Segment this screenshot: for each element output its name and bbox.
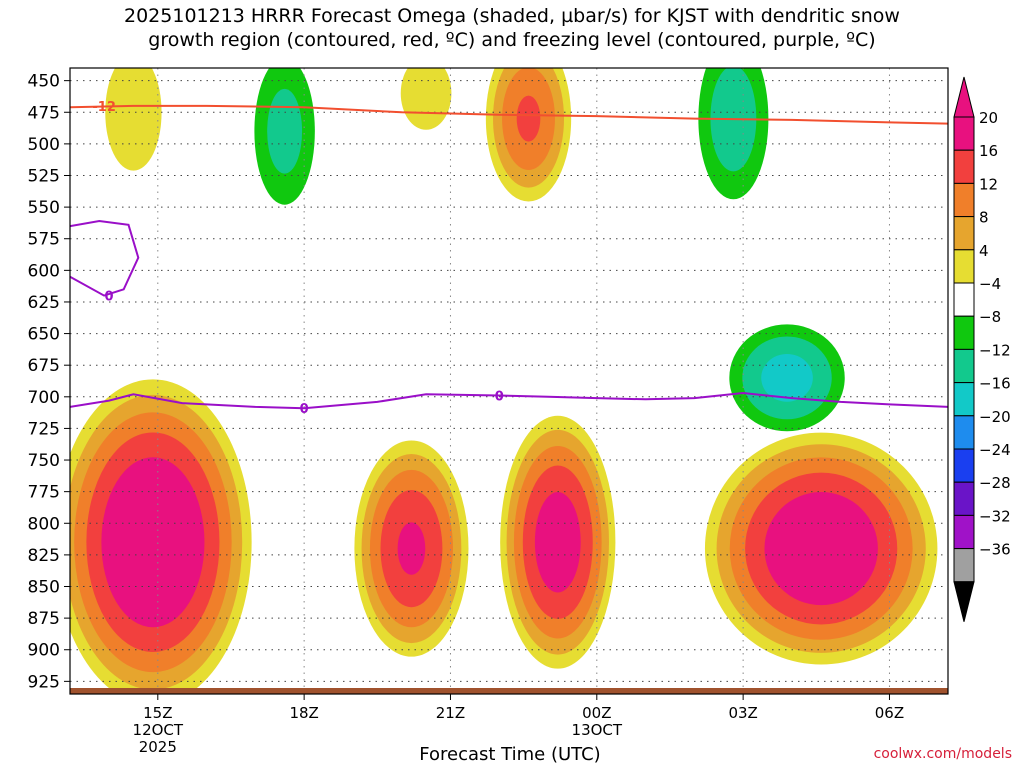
x-axis-title: Forecast Time (UTC) xyxy=(419,744,601,765)
colorbar-bottom-arrow xyxy=(953,581,975,622)
y-tick-label: 900 xyxy=(28,641,60,661)
y-tick-label: 875 xyxy=(28,609,60,629)
y-tick-label: 925 xyxy=(28,672,60,692)
colorbar-bin xyxy=(953,182,975,218)
colorbar-bin xyxy=(953,448,975,483)
y-tick-label: 775 xyxy=(28,483,60,503)
y-tick-label: 675 xyxy=(28,356,60,376)
x-tick-label: 18Z xyxy=(289,704,318,722)
chart-title-line1: 2025101213 HRRR Forecast Omega (shaded, … xyxy=(124,5,900,27)
colorbar-top-arrow xyxy=(953,76,975,118)
omega-feature-updraft xyxy=(704,432,938,665)
x-tick-label: 00Z xyxy=(582,704,611,722)
omega-contour-4 xyxy=(400,68,452,130)
y-tick-label: 600 xyxy=(28,261,60,281)
colorbar-bin xyxy=(953,216,975,251)
y-tick-label: 850 xyxy=(28,578,60,598)
credit-text: coolwx.com/models xyxy=(873,746,1012,762)
omega-contour-20 xyxy=(534,492,581,593)
omega-contour-20 xyxy=(101,457,205,628)
y-tick-label: 625 xyxy=(28,293,60,313)
omega-feature-downdraft xyxy=(254,68,315,205)
colorbar-bin xyxy=(953,382,975,417)
colorbar-bin xyxy=(953,348,975,384)
omega-feature-updraft xyxy=(400,68,452,130)
colorbar-label: −4 xyxy=(979,275,1001,293)
contour-freezing-level-0c xyxy=(70,391,948,410)
colorbar: 20 16 12 8 4 −4 −8 −12 −16 −20 −24 −28 −32 −36 xyxy=(953,76,1011,622)
colorbar-label: −28 xyxy=(979,474,1011,492)
y-tick-label: 650 xyxy=(28,325,60,345)
colorbar-bin xyxy=(953,481,975,516)
chart-title: 2025101213 HRRR Forecast Omega (shaded, … xyxy=(0,4,1024,52)
plot-frame xyxy=(69,67,949,695)
contour-label: 0 xyxy=(300,402,309,417)
colorbar-label: −32 xyxy=(979,507,1011,525)
x-tick-sublabel: 12OCT xyxy=(133,721,184,739)
y-tick-label: 450 xyxy=(28,72,60,92)
colorbar-bin xyxy=(953,116,975,151)
omega-contour-20 xyxy=(397,522,426,575)
colorbar-bin xyxy=(953,315,975,350)
omega-feature-updraft xyxy=(485,68,572,202)
omega-contour-neg12 xyxy=(761,353,813,402)
y-tick-label: 750 xyxy=(28,451,60,471)
colorbar-label: 16 xyxy=(979,142,998,160)
y-tick-label: 500 xyxy=(28,135,60,155)
x-tick-label: 03Z xyxy=(728,704,757,722)
colorbar-label: −36 xyxy=(979,541,1011,559)
colorbar-bin xyxy=(953,282,975,317)
colorbar-label: −24 xyxy=(979,441,1011,459)
ground-strip xyxy=(70,688,948,694)
y-tick-label: 575 xyxy=(28,230,60,250)
chart-title-line2: growth region (contoured, red, ºC) and f… xyxy=(148,29,876,51)
omega-contour-16 xyxy=(516,95,541,142)
omega-feature-downdraft xyxy=(729,324,845,432)
contour-dendritic-growth-12c xyxy=(70,104,948,125)
colorbar-label: −8 xyxy=(979,308,1001,326)
colorbar-bin xyxy=(953,415,975,450)
y-tick-label: 475 xyxy=(28,103,60,123)
colorbar-bin xyxy=(953,249,975,284)
omega-shading xyxy=(70,68,938,694)
colorbar-label: 12 xyxy=(979,175,998,193)
x-tick-sublabel: 13OCT xyxy=(572,721,623,739)
colorbar-label: 8 xyxy=(979,209,989,227)
y-tick-label: 700 xyxy=(28,388,60,408)
contour-label: 0 xyxy=(104,290,113,305)
omega-contour-20 xyxy=(764,492,878,606)
colorbar-label: −12 xyxy=(979,341,1011,359)
colorbar-bin xyxy=(953,149,975,184)
colorbar-label: −20 xyxy=(979,408,1011,426)
contour-label: 0 xyxy=(495,390,504,405)
contour-label: -12 xyxy=(92,100,116,115)
y-tick-label: 800 xyxy=(28,514,60,534)
colorbar-label: 4 xyxy=(979,242,989,260)
omega-contour-neg8 xyxy=(267,88,303,174)
colorbar-bin xyxy=(953,514,975,550)
contour-freezing-level-0c-upper xyxy=(70,219,140,297)
omega-feature-updraft xyxy=(500,415,616,669)
omega-feature-updraft xyxy=(70,379,252,694)
omega-contour-4 xyxy=(105,68,162,171)
y-tick-label: 525 xyxy=(28,166,60,186)
gridlines xyxy=(70,68,948,694)
x-tick-label: 21Z xyxy=(436,704,465,722)
y-axis: 450 475 500 525 550 575 600 625 650 675 700 725 750 7… xyxy=(28,72,70,692)
y-tick-label: 825 xyxy=(28,546,60,566)
x-tick-sublabel: 2025 xyxy=(139,738,177,756)
omega-feature-updraft xyxy=(354,440,469,657)
x-tick-label: 06Z xyxy=(875,704,904,722)
colorbar-label: 20 xyxy=(979,109,998,127)
omega-feature-updraft xyxy=(105,68,162,171)
y-tick-label: 725 xyxy=(28,419,60,439)
contour-lines: -12 0 0 0 xyxy=(70,100,948,417)
x-tick-label: 15Z xyxy=(143,704,172,722)
colorbar-bin xyxy=(953,548,975,583)
colorbar-label: −16 xyxy=(979,375,1011,393)
y-tick-label: 550 xyxy=(28,198,60,218)
